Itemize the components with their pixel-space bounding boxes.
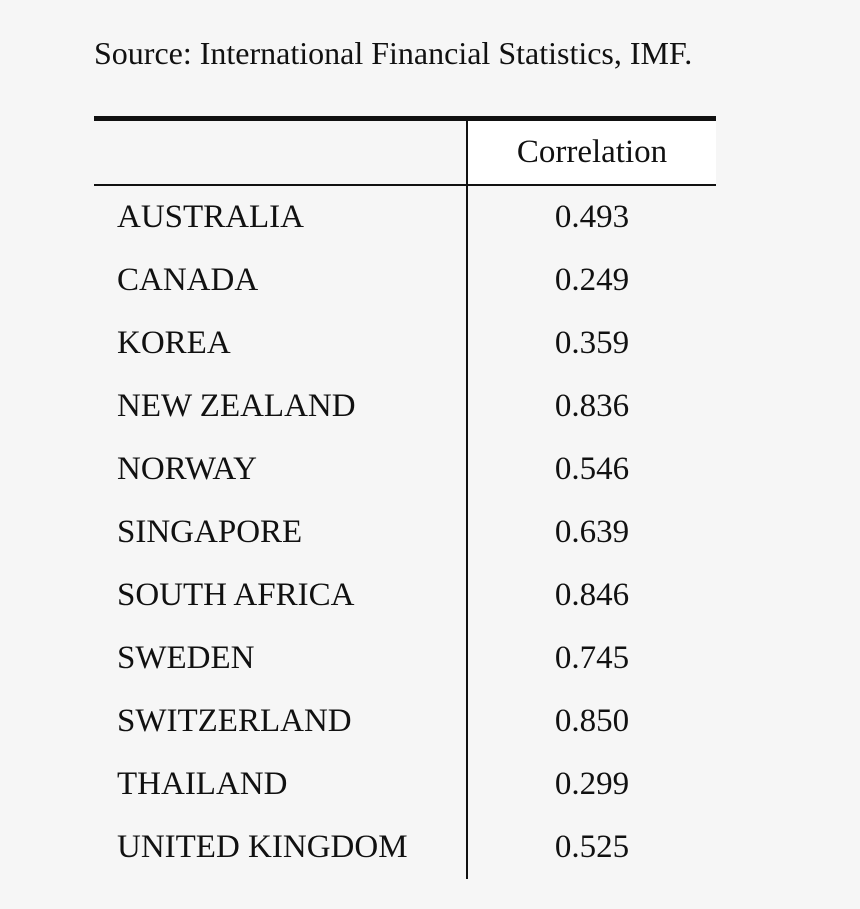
correlation-table: Correlation AUSTRALIA 0.493 CANADA 0.249 KOR…: [94, 116, 716, 879]
correlation-value: 0.359: [554, 325, 630, 361]
column-divider: [466, 186, 468, 879]
table-row: KOREA 0.359: [94, 312, 716, 375]
country-name: SWITZERLAND: [117, 703, 352, 739]
country-name: NORWAY: [117, 451, 257, 487]
country-name: SINGAPORE: [117, 514, 303, 550]
header-row-label-cell: [94, 121, 468, 184]
correlation-value: 0.299: [554, 766, 630, 802]
correlation-value: 0.850: [554, 703, 630, 739]
correlation-value: 0.846: [554, 577, 630, 613]
correlation-value: 0.639: [554, 514, 630, 550]
table-top-rule: [94, 116, 716, 121]
table-row: SWITZERLAND 0.850: [94, 690, 716, 753]
table-row: SWEDEN 0.745: [94, 627, 716, 690]
correlation-value: 0.836: [554, 388, 630, 424]
table-row: SOUTH AFRICA 0.846: [94, 564, 716, 627]
correlation-value: 0.745: [554, 640, 630, 676]
country-name: KOREA: [117, 325, 231, 361]
table-row: UNITED KINGDOM 0.525: [94, 816, 716, 879]
country-name: CANADA: [117, 262, 259, 298]
source-note: Source: International Financial Statisti…: [94, 35, 693, 71]
table-row: SINGAPORE 0.639: [94, 501, 716, 564]
country-name: THAILAND: [117, 766, 288, 802]
correlation-value: 0.249: [554, 262, 630, 298]
country-name: AUSTRALIA: [117, 199, 304, 235]
country-name: NEW ZEALAND: [117, 388, 356, 424]
correlation-value: 0.493: [554, 199, 630, 235]
country-name: SOUTH AFRICA: [117, 577, 355, 613]
table-body: AUSTRALIA 0.493 CANADA 0.249 KOREA 0.359 NEW Z…: [94, 186, 716, 879]
table-row: THAILAND 0.299: [94, 753, 716, 816]
correlation-value: 0.525: [554, 829, 630, 865]
correlation-value: 0.546: [554, 451, 630, 487]
table-header-row: Correlation: [94, 121, 716, 186]
table-row: NEW ZEALAND 0.836: [94, 375, 716, 438]
country-name: UNITED KINGDOM: [117, 829, 408, 865]
table-row: NORWAY 0.546: [94, 438, 716, 501]
header-correlation: Correlation: [468, 121, 716, 184]
country-name: SWEDEN: [117, 640, 255, 676]
table-row: AUSTRALIA 0.493: [94, 186, 716, 249]
table-row: CANADA 0.249: [94, 249, 716, 312]
